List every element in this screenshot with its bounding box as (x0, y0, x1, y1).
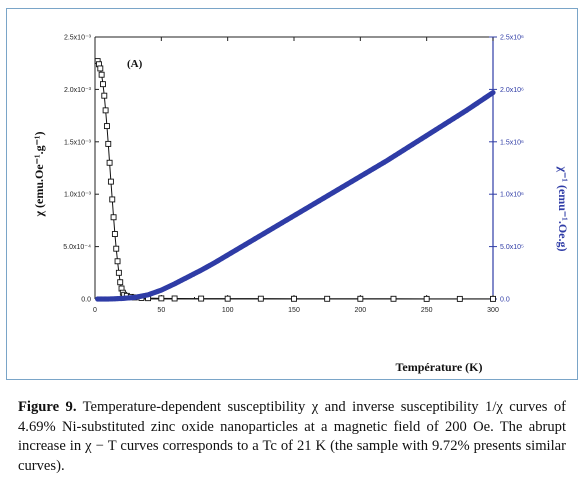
chi-data-point (423, 295, 430, 302)
inverse-chi-series (95, 89, 496, 302)
chi-data-point (97, 65, 104, 72)
chi-data-point (98, 71, 105, 78)
x-tick-label: 50 (157, 307, 165, 314)
y-left-tick-label: 0.0 (81, 297, 91, 304)
y-right-tick-label: 5.0x10⁵ (500, 244, 524, 251)
figure-label: Figure 9. (18, 399, 77, 415)
chi-data-point (198, 295, 205, 302)
chi-series (94, 58, 496, 302)
axes-layer: 0 50 100 150 200 250 3000.05.0x10⁻⁴1.0x10⁻³1.5… (63, 35, 524, 315)
chi-data-point (100, 81, 106, 88)
chi-data-point (357, 295, 364, 302)
x-tick-label: 0 (93, 307, 97, 314)
y-left-tick-label: 2.5x10⁻³ (64, 35, 92, 42)
chi-data-point (107, 178, 114, 185)
chi-data-point (115, 269, 122, 276)
y-right-tick-label: 2.5x10⁶ (500, 35, 524, 42)
y-right-tick-label: 2.0x10⁶ (500, 87, 524, 94)
chi-data-point (106, 159, 113, 166)
chi-data-point (171, 295, 178, 302)
y-left-tick-label: 5.0x10⁻⁴ (63, 244, 91, 251)
chi-data-point (101, 92, 108, 99)
chi-data-point (158, 295, 165, 302)
chi-data-point (291, 295, 297, 302)
chi-data-point (490, 295, 496, 302)
x-tick-label: 100 (222, 307, 234, 314)
y-right-tick-label: 0.0 (500, 297, 510, 304)
y-right-tick-label: 1.5x10⁶ (500, 139, 524, 146)
x-tick-label: 200 (354, 307, 366, 314)
chi-data-point (109, 196, 116, 203)
x-tick-label: 250 (421, 307, 433, 314)
chi-data-point (324, 295, 331, 302)
panel-label: (A) (127, 58, 143, 70)
chi-data-point (390, 295, 397, 302)
chart-svg: 0 50 100 150 200 250 3000.05.0x10⁻⁴1.0x10⁻³1.5… (32, 35, 570, 375)
inverse-chi-data-point (490, 89, 496, 96)
chi-data-point (113, 245, 120, 252)
y-right-axis-title: χ⁻¹ (emu⁻¹.Oe.g) (556, 165, 570, 251)
y-left-tick-label: 1.0x10⁻³ (64, 192, 92, 199)
y-right-tick-label: 1.0x10⁶ (500, 192, 524, 199)
chi-data-point (105, 140, 112, 147)
x-axis-title: Température (K) (396, 360, 483, 374)
chi-data-point (114, 258, 121, 265)
y-left-tick-label: 2.0x10⁻³ (64, 87, 92, 94)
chi-data-point (456, 295, 463, 302)
chart-frame: 0 50 100 150 200 250 300 0.0 5.0x10⁻⁴ 1.0x10⁻³ 1.5… (6, 8, 578, 380)
chi-data-point (257, 295, 264, 302)
y-left-tick-label: 1.5x10⁻³ (64, 139, 92, 146)
x-tick-label: 300 (487, 307, 499, 314)
figure-caption: Figure 9. Temperature-dependent suscepti… (18, 398, 566, 476)
chi-data-point (110, 214, 117, 221)
chi-series-line (97, 60, 493, 300)
chi-data-point (102, 107, 109, 114)
chi-data-point (111, 231, 118, 237)
caption-text: Temperature-dependent susceptibility χ a… (18, 399, 566, 474)
chi-data-point (117, 279, 124, 286)
chi-data-point (224, 295, 231, 302)
chi-data-point (103, 123, 110, 130)
y-left-axis-title: χ (emu.Oe⁻¹.g⁻¹) (32, 131, 46, 217)
x-tick-label: 150 (288, 307, 300, 314)
